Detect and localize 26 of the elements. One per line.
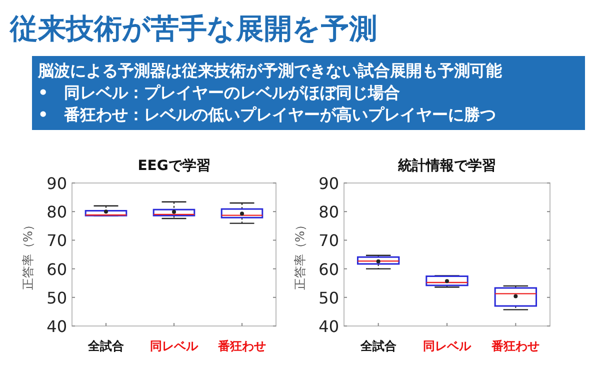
y-tick-label: 40 [318, 317, 339, 336]
x-tick-label: 番狂わせ [490, 339, 540, 353]
y-tick-label: 50 [46, 288, 67, 308]
y-axis-title: 正答率（%） [293, 218, 307, 290]
chart-title: 統計情報で学習 [397, 158, 496, 174]
y-axis-title: 正答率（%） [21, 218, 35, 290]
y-tick-label: 70 [318, 231, 339, 250]
y-tick-label: 60 [46, 260, 67, 279]
text: • 番狂わせ：レベルの低いプレイヤーが高いプレイヤーに勝つ [38, 105, 496, 124]
y-tick-label: 60 [318, 260, 339, 279]
y-tick-label: 80 [46, 202, 67, 222]
chart-title: EEGで学習 [138, 158, 210, 174]
y-tick-label: 70 [46, 231, 67, 250]
text: 脳波による予測器は従来技術が予測できない試合展開も予測可能 [37, 61, 502, 80]
x-tick-label: 全試合 [87, 339, 125, 353]
y-tick-label: 90 [46, 174, 67, 193]
text: 従来技術が苦手な展開を予測 [9, 12, 377, 45]
y-tick-label: 40 [46, 317, 67, 336]
x-tick-label: 同レベル [150, 339, 199, 353]
x-tick-label: 同レベル [423, 339, 472, 353]
text: • 同レベル：プレイヤーのレベルがほぼ同じ場合 [38, 83, 400, 102]
y-tick-label: 90 [318, 174, 339, 193]
x-tick-label: 番狂わせ [217, 339, 266, 353]
y-tick-label: 50 [318, 288, 339, 308]
x-tick-label: 全試合 [359, 339, 398, 353]
y-tick-label: 80 [318, 202, 339, 222]
